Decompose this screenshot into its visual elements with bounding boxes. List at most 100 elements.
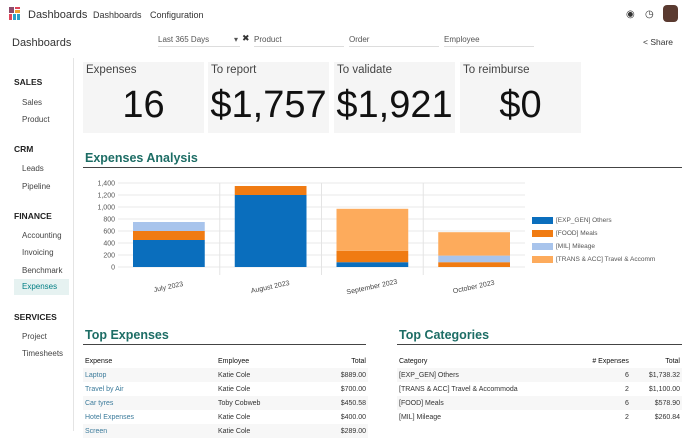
col-category[interactable]: Category <box>399 357 428 365</box>
table-row[interactable]: Car tyres Toby Cobweb $450.58 <box>83 396 368 410</box>
kpi-label: To validate <box>337 64 392 76</box>
legend-item[interactable]: [MIL] Mileage <box>532 243 595 250</box>
legend-label: [EXP_GEN] Others <box>556 217 612 224</box>
legend-swatch <box>532 230 553 237</box>
sidebar-item-sales[interactable]: Sales <box>22 98 43 107</box>
table-row[interactable]: [MIL] Mileage 2 $260.84 <box>397 410 682 424</box>
y-tick-label: 1,000 <box>97 205 115 212</box>
table-cell: 6 <box>625 399 629 407</box>
table-row[interactable]: Laptop Katie Cole $889.00 <box>83 368 368 382</box>
legend-item[interactable]: [TRANS & ACC] Travel & Accomm <box>532 256 655 263</box>
kpi-expenses[interactable]: Expenses 16 <box>83 62 204 133</box>
clear-filter-icon[interactable]: ✖ <box>242 33 250 43</box>
table-cell[interactable]: Screen <box>85 427 108 435</box>
share-button[interactable]: < Share <box>643 37 673 47</box>
table-cell: 2 <box>625 413 629 421</box>
table-cell: Katie Cole <box>218 371 251 379</box>
sidebar-item-pipeline[interactable]: Pipeline <box>22 182 51 191</box>
divider <box>397 344 682 345</box>
sidebar-item-product[interactable]: Product <box>22 115 50 124</box>
employee-filter[interactable]: Employee <box>444 35 534 47</box>
sidebar-item-leads[interactable]: Leads <box>22 164 44 173</box>
app-name[interactable]: Dashboards <box>28 9 88 21</box>
sidebar-item-expenses[interactable]: Expenses <box>14 279 69 295</box>
section-title-top-expenses: Top Expenses <box>85 328 169 342</box>
table-cell: Toby Cobweb <box>218 399 261 407</box>
y-tick-label: 0 <box>111 265 115 272</box>
table-cell: Katie Cole <box>218 413 251 421</box>
kpi-value: $1,757 <box>210 84 327 126</box>
divider <box>83 344 366 345</box>
bar-segment <box>438 262 510 267</box>
product-filter[interactable]: Product <box>254 35 344 47</box>
table-row[interactable]: Screen Katie Cole $289.00 <box>83 424 368 438</box>
table-row[interactable]: [FOOD] Meals 6 $578.90 <box>397 396 682 410</box>
kpi-to-reimburse[interactable]: To reimburse $0 <box>460 62 581 133</box>
x-tick-label: October 2023 <box>452 280 495 296</box>
table-cell: $700.00 <box>340 385 366 393</box>
col-expense[interactable]: Expense <box>85 357 113 365</box>
menu-dashboards[interactable]: Dashboards <box>93 10 142 20</box>
legend-label: [FOOD] Meals <box>556 230 598 237</box>
table-cell: $450.58 <box>340 399 366 407</box>
table-cell: [MIL] Mileage <box>399 413 442 421</box>
bar-segment <box>234 195 307 267</box>
table-cell: $889.00 <box>340 371 366 379</box>
legend-label: [MIL] Mileage <box>556 243 596 250</box>
bar-segment <box>336 262 409 267</box>
caret-down-icon: ▾ <box>233 35 238 44</box>
col-total[interactable]: Total <box>351 357 366 365</box>
expenses-chart: 0 200 400 600 800 1,000 1,200 1,400 July 2023 Aug… <box>97 181 525 297</box>
legend-swatch <box>532 256 553 263</box>
sidebar-header-sales: SALES <box>14 77 43 87</box>
app-logo-icon[interactable] <box>9 7 21 20</box>
table-row[interactable]: Hotel Expenses Katie Cole $400.00 <box>83 410 368 424</box>
kpi-to-validate[interactable]: To validate $1,921 <box>334 62 455 133</box>
control-panel: Dashboards <box>0 28 690 58</box>
kpi-to-report[interactable]: To report $1,757 <box>208 62 329 133</box>
bar-segment <box>336 208 409 251</box>
y-tick-label: 400 <box>103 241 115 248</box>
col-employee[interactable]: Employee <box>218 357 250 365</box>
table-row[interactable]: [EXP_GEN] Others 6 $1,738.32 <box>397 368 682 382</box>
table-cell: [EXP_GEN] Others <box>399 371 459 379</box>
table-row[interactable]: Travel by Air Katie Cole $700.00 <box>83 382 368 396</box>
sidebar-item-project[interactable]: Project <box>22 332 47 341</box>
share-label: Share <box>650 37 674 47</box>
avatar[interactable] <box>663 5 678 22</box>
x-tick-label: September 2023 <box>346 279 398 297</box>
col-total[interactable]: Total <box>665 357 680 365</box>
table-cell[interactable]: Car tyres <box>85 399 114 407</box>
table-cell[interactable]: Laptop <box>85 371 107 379</box>
breadcrumb: Dashboards <box>12 37 72 49</box>
legend-item[interactable]: [EXP_GEN] Others <box>532 217 612 224</box>
share-icon: < <box>643 37 648 47</box>
clock-icon[interactable]: ◷ <box>645 9 654 20</box>
table-row[interactable]: [TRANS & ACC] Travel & Accommoda 2 $1,100.… <box>397 382 682 396</box>
divider <box>83 167 682 168</box>
sidebar-item-timesheets[interactable]: Timesheets <box>22 349 64 358</box>
sidebar-item-benchmark[interactable]: Benchmark <box>22 266 63 275</box>
chat-icon[interactable]: ◉ <box>626 9 635 20</box>
table-cell: $289.00 <box>340 427 366 435</box>
y-tick-label: 200 <box>103 253 115 260</box>
date-filter[interactable]: Last 365 Days ▾ <box>158 35 240 47</box>
sidebar: SALES Sales Product CRM Leads Pipeline F… <box>0 58 74 431</box>
sidebar-item-invoicing[interactable]: Invoicing <box>22 248 54 257</box>
order-filter[interactable]: Order <box>349 35 439 47</box>
legend-item[interactable]: [FOOD] Meals <box>532 230 598 237</box>
section-title-analysis: Expenses Analysis <box>85 151 198 165</box>
y-tick-label: 600 <box>103 229 115 236</box>
bar-segment <box>133 240 205 267</box>
sidebar-item-accounting[interactable]: Accounting <box>22 231 62 240</box>
menu-configuration[interactable]: Configuration <box>150 10 204 20</box>
table-cell[interactable]: Travel by Air <box>85 385 124 393</box>
kpi-value: 16 <box>122 84 165 126</box>
table-cell: $578.90 <box>654 399 680 407</box>
legend-swatch <box>532 217 553 224</box>
col-count[interactable]: # Expenses <box>592 357 629 365</box>
kpi-value: $1,921 <box>336 84 453 126</box>
table-cell[interactable]: Hotel Expenses <box>85 413 135 421</box>
bar-segment <box>234 186 307 195</box>
top-navbar: Dashboards Dashboards Configuration ◉ ◷ <box>0 0 690 28</box>
